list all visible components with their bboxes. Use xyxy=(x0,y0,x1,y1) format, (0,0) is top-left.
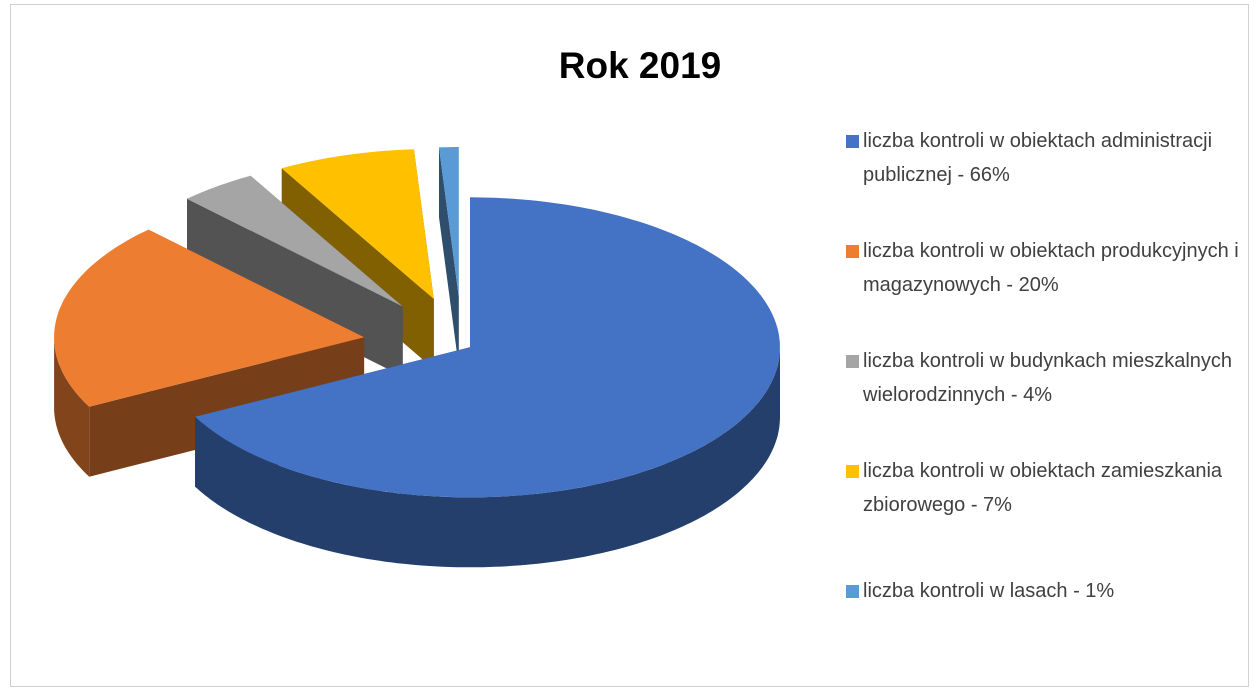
chart-title: Rok 2019 xyxy=(559,45,722,86)
legend-label: liczba kontroli w lasach - 1% xyxy=(863,580,1115,602)
slice xyxy=(281,149,434,299)
legend-item: liczba kontroli w obiektach zamieszkania… xyxy=(846,454,1246,522)
legend-swatch xyxy=(846,135,859,148)
legend-label: liczba kontroli w obiektach zamieszkania… xyxy=(863,460,1223,516)
slice xyxy=(54,229,365,407)
pie xyxy=(54,147,781,568)
legend-label: liczba kontroli w budynkach mieszkalnych… xyxy=(863,350,1233,406)
legend-swatch xyxy=(846,465,859,478)
legend-item: liczba kontroli w budynkach mieszkalnych… xyxy=(846,344,1246,412)
legend-item: liczba kontroli w lasach - 1% xyxy=(846,574,1246,608)
slice xyxy=(195,197,780,498)
legend-label: liczba kontroli w obiektach administracj… xyxy=(863,130,1213,186)
legend-swatch xyxy=(846,355,859,368)
legend-item: liczba kontroli w obiektach administracj… xyxy=(846,124,1246,192)
slice xyxy=(439,147,459,297)
legend-swatch xyxy=(846,245,859,258)
legend-swatch xyxy=(846,585,859,598)
legend-label: liczba kontroli w obiektach produkcyjnyc… xyxy=(863,240,1239,296)
slice xyxy=(187,175,403,307)
slice-rim xyxy=(195,347,781,568)
slice-side xyxy=(439,147,459,367)
slice-rim xyxy=(54,337,90,477)
legend-item: liczba kontroli w obiektach produkcyjnyc… xyxy=(846,234,1246,302)
